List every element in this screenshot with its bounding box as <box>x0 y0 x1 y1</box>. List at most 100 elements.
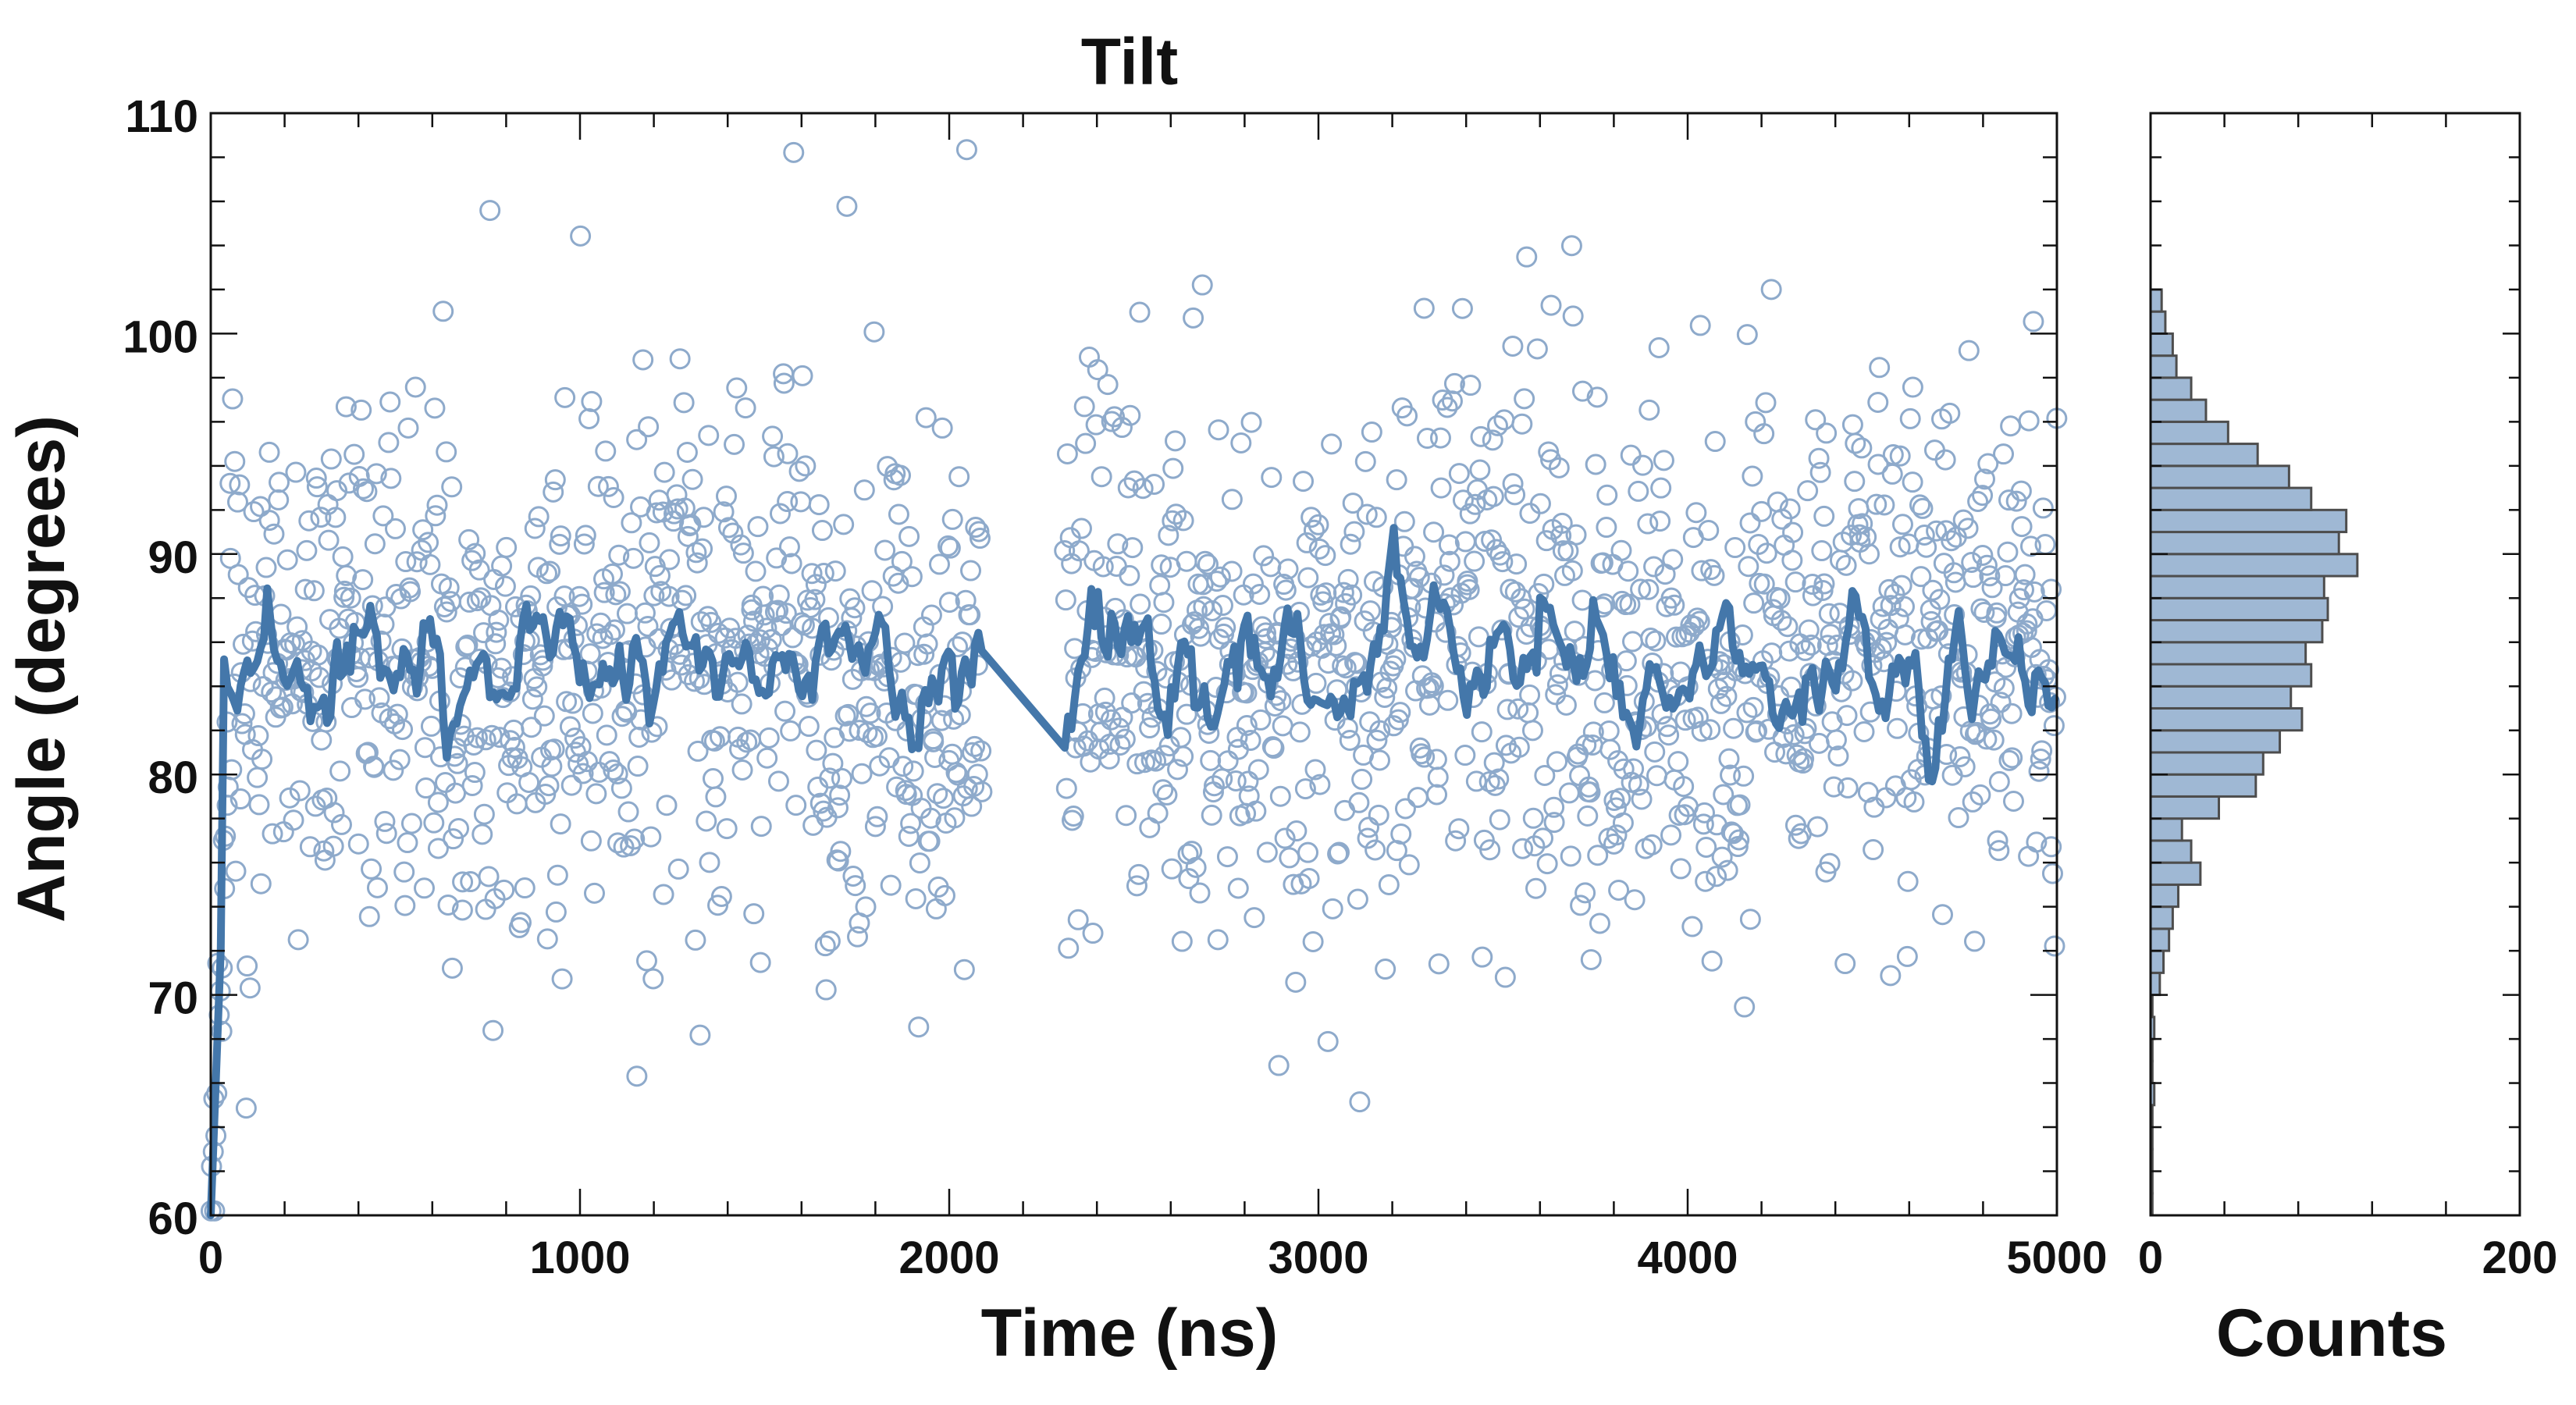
histogram-bars <box>2149 288 2359 1217</box>
scatter-point <box>1075 432 1097 454</box>
main-plot-frame <box>209 112 2058 1217</box>
scatter-point <box>1217 750 1239 772</box>
scatter-point <box>479 200 501 222</box>
scatter-point <box>692 538 713 560</box>
scatter-point <box>418 532 439 553</box>
scatter-point <box>1208 628 1230 650</box>
scatter-point <box>815 979 837 1001</box>
scatter-point <box>1628 774 1649 796</box>
scatter-point <box>866 725 888 747</box>
scatter-point <box>934 884 955 906</box>
scatter-point <box>1976 728 1998 750</box>
scatter-point <box>1178 868 1200 890</box>
histogram-bar <box>2149 971 2161 997</box>
scatter-point <box>310 507 332 528</box>
scatter-point <box>2002 790 2024 812</box>
scatter-point <box>1428 953 1450 975</box>
scatter-point <box>833 514 855 535</box>
scatter-point <box>597 475 619 497</box>
scatter-point <box>1297 567 1319 589</box>
scatter-point <box>853 479 875 501</box>
scatter-point <box>1976 554 1998 576</box>
scatter-point <box>1161 858 1183 880</box>
scatter-point <box>1799 663 1821 685</box>
scatter-point <box>1436 397 1458 418</box>
scatter-point <box>276 549 298 571</box>
scatter-point <box>621 512 642 534</box>
scatter-point <box>1407 787 1429 809</box>
scatter-point <box>1628 480 1649 502</box>
scatter-point <box>1483 752 1505 774</box>
scatter-point <box>747 516 769 538</box>
scatter-point <box>1532 827 1554 849</box>
scatter-point <box>960 560 982 582</box>
scatter-point <box>1129 301 1151 323</box>
scatter-point <box>521 688 543 710</box>
scatter-point <box>350 399 372 421</box>
scatter-point <box>965 516 987 538</box>
scatter-point <box>389 749 411 770</box>
scatter-point <box>581 390 603 412</box>
scatter-point <box>902 760 924 782</box>
scatter-point <box>2031 740 2053 762</box>
scatter-point <box>1471 946 1493 968</box>
scatter-point <box>819 767 841 789</box>
scatter-point <box>1753 573 1775 595</box>
scatter-point <box>1816 422 1838 444</box>
scatter-point <box>920 604 942 626</box>
scatter-point <box>698 425 720 446</box>
scatter-point <box>1704 431 1726 453</box>
scatter-point <box>1586 386 1608 408</box>
scatter-point <box>1631 454 1653 476</box>
scatter-point <box>1777 616 1799 638</box>
scatter-point <box>332 546 354 567</box>
scatter-point <box>1340 533 1361 555</box>
scatter-point <box>434 772 456 794</box>
scatter-point <box>1261 467 1283 489</box>
scatter-point <box>272 821 294 843</box>
scatter-point <box>814 935 836 957</box>
scatter-point <box>762 425 784 447</box>
chart-title: Tilt <box>1081 25 1178 98</box>
histogram-plot: 0 200 <box>2138 112 2557 1283</box>
scatter-point <box>1268 1055 1290 1076</box>
scatter-point <box>1560 845 1582 867</box>
scatter-point <box>596 724 617 746</box>
scatter-point <box>551 968 573 990</box>
scatter-point <box>1819 852 1841 874</box>
scatter-point <box>1122 537 1144 559</box>
scatter-point <box>1769 588 1791 610</box>
scatter-point <box>777 443 799 464</box>
scatter-point <box>1845 432 1866 454</box>
scatter-point <box>1802 585 1823 606</box>
scatter-point <box>1277 558 1299 580</box>
histogram-bar <box>2149 596 2329 622</box>
scatter-point <box>1269 785 1291 807</box>
scatter-point <box>1227 738 1249 760</box>
scatter-point <box>1151 614 1172 635</box>
scatter-point <box>1369 749 1391 771</box>
scatter-point <box>562 692 584 714</box>
scatter-point <box>792 365 813 386</box>
scatter-point <box>667 498 688 520</box>
scatter-point <box>1663 594 1685 616</box>
scatter-point <box>1701 950 1723 972</box>
scatter-point <box>1386 469 1407 491</box>
scatter-point <box>1082 923 1104 944</box>
scatter-point <box>1638 578 1660 600</box>
scatter-point <box>451 899 473 921</box>
scatter-point <box>1107 533 1129 555</box>
scatter-point <box>1610 788 1631 809</box>
scatter-point <box>1973 602 1995 624</box>
scatter-point <box>414 877 436 899</box>
scatter-point <box>1230 432 1252 454</box>
scatter-point <box>777 491 799 513</box>
scatter-point <box>632 349 654 371</box>
scatter-point <box>1878 578 1900 600</box>
scatter-point <box>1502 335 1524 357</box>
scatter-point <box>415 777 437 799</box>
scatter-point <box>648 489 670 511</box>
scatter-point <box>251 749 273 770</box>
scatter-point <box>1451 297 1473 319</box>
scatter-point <box>1482 429 1503 451</box>
